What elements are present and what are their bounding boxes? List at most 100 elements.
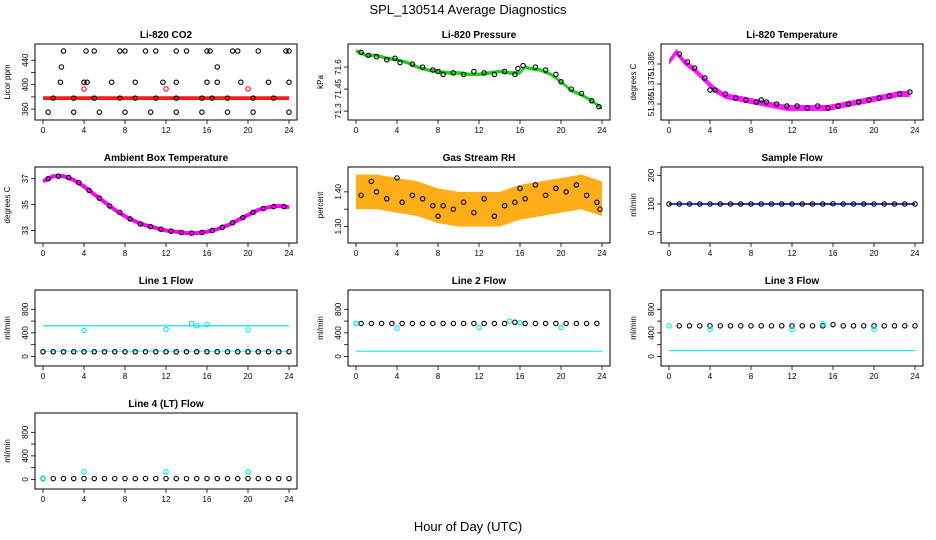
data-point [71, 475, 77, 482]
data-point [409, 320, 416, 327]
data-point [199, 229, 205, 236]
data-point [512, 199, 518, 206]
data-point [419, 64, 426, 70]
plot-frame [347, 289, 611, 367]
data-point [158, 226, 164, 232]
data-point [127, 216, 133, 222]
panel-9: Line 3 Flow ml/min 0 400 800 0 4 8 12 16 20 24 [629, 276, 924, 381]
data-point [224, 475, 231, 482]
x-tick-label: 20 [870, 372, 879, 381]
data-point [686, 323, 693, 329]
data-point [194, 475, 200, 482]
x-tick-label: 12 [788, 249, 797, 258]
data-point [286, 475, 292, 482]
data-point [789, 326, 795, 333]
y-tick-label: 37 [21, 174, 30, 183]
data-point [383, 196, 390, 202]
x-tick-label: 24 [285, 249, 294, 258]
y-axis-label: kPa [316, 75, 325, 89]
series-magenta-band [669, 49, 910, 111]
x-tick-label: 20 [244, 126, 253, 135]
data-point [397, 59, 403, 66]
y-tick-label: 440 [21, 53, 30, 67]
data-point [460, 199, 467, 206]
data-point [573, 320, 580, 327]
band-mark [356, 174, 602, 227]
panel-title: Sample Flow [761, 153, 822, 164]
data-point [250, 209, 256, 216]
data-point [460, 71, 467, 78]
y-axis-label: ml/min [316, 316, 325, 340]
data-point [748, 201, 754, 207]
panel-title: Li-820 Temperature [746, 30, 838, 41]
data-point [265, 348, 272, 355]
data-point [727, 201, 734, 207]
x-tick-label: 4 [82, 126, 87, 135]
data-point [229, 220, 236, 226]
x-tick-label: 12 [475, 126, 484, 135]
data-point [122, 109, 128, 115]
x-tick-label: 24 [911, 126, 920, 135]
series-black-points [45, 173, 287, 236]
data-point [912, 201, 918, 207]
data-point [399, 199, 405, 206]
x-tick-label: 8 [749, 249, 754, 258]
data-point [435, 213, 441, 219]
series-green-band [356, 49, 602, 110]
data-point [830, 200, 836, 207]
y-tick-label: 800 [334, 302, 343, 316]
panel-6: Sample Flow ml/min 0 100 200 0 4 8 12 16 20 24 [629, 153, 924, 258]
data-point [40, 475, 46, 482]
data-point [194, 323, 200, 329]
x-tick-label: 20 [244, 249, 253, 258]
plot-frame [34, 289, 298, 367]
data-point [835, 103, 841, 109]
x-tick-label: 12 [162, 249, 171, 258]
y-tick-label: 51.365 [647, 91, 656, 116]
data-point [245, 348, 251, 355]
series-cyan-points [40, 469, 251, 482]
data-point [160, 79, 166, 85]
data-point [430, 202, 436, 209]
series-black-points [358, 175, 603, 219]
x-tick-label: 8 [123, 249, 128, 258]
data-point [799, 323, 805, 329]
x-tick-label: 20 [870, 126, 879, 135]
data-point [471, 68, 477, 75]
data-point [112, 348, 118, 355]
data-point [542, 320, 549, 327]
data-point [368, 320, 375, 327]
data-point [245, 327, 251, 333]
data-point [522, 320, 528, 327]
data-point [60, 48, 67, 54]
data-point [163, 326, 169, 333]
data-point [394, 175, 400, 181]
x-tick-label: 20 [244, 495, 253, 504]
x-tick-label: 4 [395, 126, 400, 135]
y-tick-label: 0 [334, 354, 343, 359]
data-point [399, 320, 405, 327]
series-black-points [676, 51, 913, 111]
data-point [517, 185, 523, 192]
x-tick-label: 0 [667, 126, 672, 135]
data-point [515, 65, 521, 72]
x-tick-label: 24 [598, 249, 607, 258]
panel-7: Line 1 Flow ml/min 0 400 800 0 4 8 12 16 20 24 [3, 276, 298, 381]
data-point [691, 65, 698, 71]
data-point [245, 469, 251, 475]
data-point [594, 320, 600, 327]
x-tick-label: 16 [516, 372, 525, 381]
x-tick-label: 8 [436, 126, 441, 135]
data-point [199, 95, 205, 101]
data-point [871, 323, 877, 329]
data-point [86, 187, 92, 194]
data-point [188, 230, 195, 236]
data-point [81, 475, 87, 482]
data-point [117, 209, 123, 216]
data-point [91, 95, 98, 101]
x-tick-label: 12 [162, 372, 171, 381]
panel-title: Li-820 Pressure [442, 30, 517, 41]
y-axis-label: ml/min [629, 316, 638, 340]
data-point [481, 196, 487, 202]
